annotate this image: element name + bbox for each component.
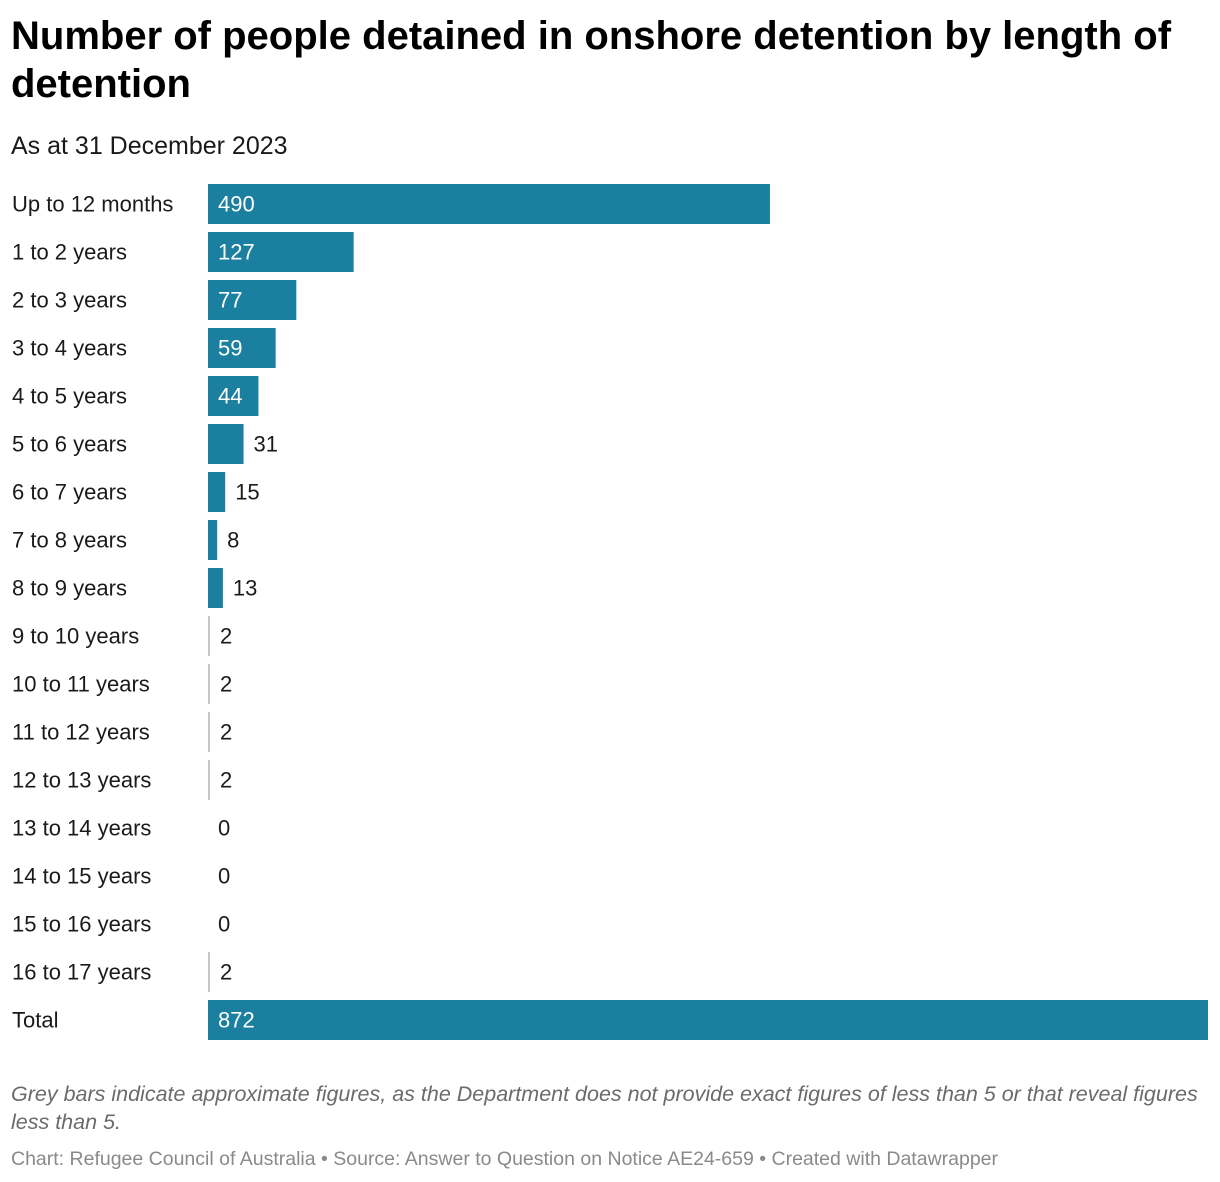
value-label: 0	[218, 912, 230, 937]
approximate-bar	[208, 664, 210, 704]
chart-footer: Chart: Refugee Council of Australia • So…	[11, 1148, 999, 1170]
approximate-bar	[208, 760, 210, 800]
value-label: 127	[218, 240, 255, 265]
bar	[208, 424, 244, 464]
bar	[208, 520, 218, 560]
category-label: 6 to 7 years	[12, 480, 127, 505]
bar	[208, 1000, 1208, 1040]
category-label: 1 to 2 years	[12, 240, 127, 265]
value-label: 15	[235, 480, 259, 505]
category-label: 7 to 8 years	[12, 528, 127, 553]
bar-chart: Up to 12 months 490 1 to 2 years 127 2 to 3 …	[12, 184, 1208, 1040]
category-label: 3 to 4 years	[12, 336, 127, 361]
category-label: 2 to 3 years	[12, 288, 127, 313]
category-label: 15 to 16 years	[12, 912, 151, 937]
category-label: 14 to 15 years	[12, 864, 151, 889]
category-label: 13 to 14 years	[12, 816, 151, 841]
value-label: 2	[220, 624, 232, 649]
bar	[208, 376, 259, 416]
approximate-bar	[208, 616, 210, 656]
category-label: 16 to 17 years	[12, 960, 151, 985]
value-label: 8	[227, 528, 239, 553]
category-label: 5 to 6 years	[12, 432, 127, 457]
value-label: 2	[220, 768, 232, 793]
value-label: 0	[218, 816, 230, 841]
approximate-bar	[208, 952, 210, 992]
category-label: 12 to 13 years	[12, 768, 151, 793]
category-label: 11 to 12 years	[12, 720, 150, 745]
category-label: 8 to 9 years	[12, 576, 127, 601]
category-label: Total	[12, 1008, 58, 1033]
bar	[208, 232, 354, 272]
value-label: 872	[218, 1008, 255, 1033]
value-label: 59	[218, 336, 242, 361]
value-label: 0	[218, 864, 230, 889]
value-label: 490	[218, 192, 255, 217]
value-label: 2	[220, 960, 232, 985]
value-label: 77	[218, 288, 242, 313]
value-label: 2	[220, 720, 232, 745]
value-label: 13	[233, 576, 257, 601]
bar	[208, 280, 297, 320]
category-label: 4 to 5 years	[12, 384, 127, 409]
category-label: Up to 12 months	[12, 192, 173, 217]
value-label: 2	[220, 672, 232, 697]
chart-subtitle: As at 31 December 2023	[11, 132, 288, 160]
approximate-bar	[208, 712, 210, 752]
bar	[208, 472, 226, 512]
category-label: 10 to 11 years	[12, 672, 150, 697]
category-label: 9 to 10 years	[12, 624, 139, 649]
bar	[208, 184, 770, 224]
value-label: 44	[218, 384, 242, 409]
chart-title: Number of people detained in onshore det…	[11, 14, 1172, 106]
bar	[208, 328, 276, 368]
chart-note: Grey bars indicate approximate figures, …	[11, 1082, 1198, 1134]
value-label: 31	[254, 432, 278, 457]
bar	[208, 568, 223, 608]
